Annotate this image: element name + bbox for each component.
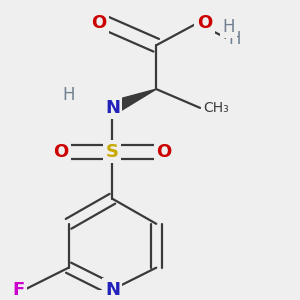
Text: S: S bbox=[106, 143, 119, 161]
Text: F: F bbox=[12, 280, 25, 298]
Text: H: H bbox=[228, 30, 241, 48]
Polygon shape bbox=[110, 89, 156, 114]
Text: H: H bbox=[62, 86, 75, 104]
Text: H: H bbox=[222, 18, 235, 36]
Text: N: N bbox=[105, 280, 120, 298]
Text: N: N bbox=[105, 99, 120, 117]
Text: O: O bbox=[91, 14, 106, 32]
Text: O: O bbox=[53, 143, 68, 161]
Text: O: O bbox=[197, 14, 212, 32]
Text: O: O bbox=[156, 143, 172, 161]
Text: H: H bbox=[62, 86, 75, 104]
Text: CH₃: CH₃ bbox=[203, 101, 229, 115]
